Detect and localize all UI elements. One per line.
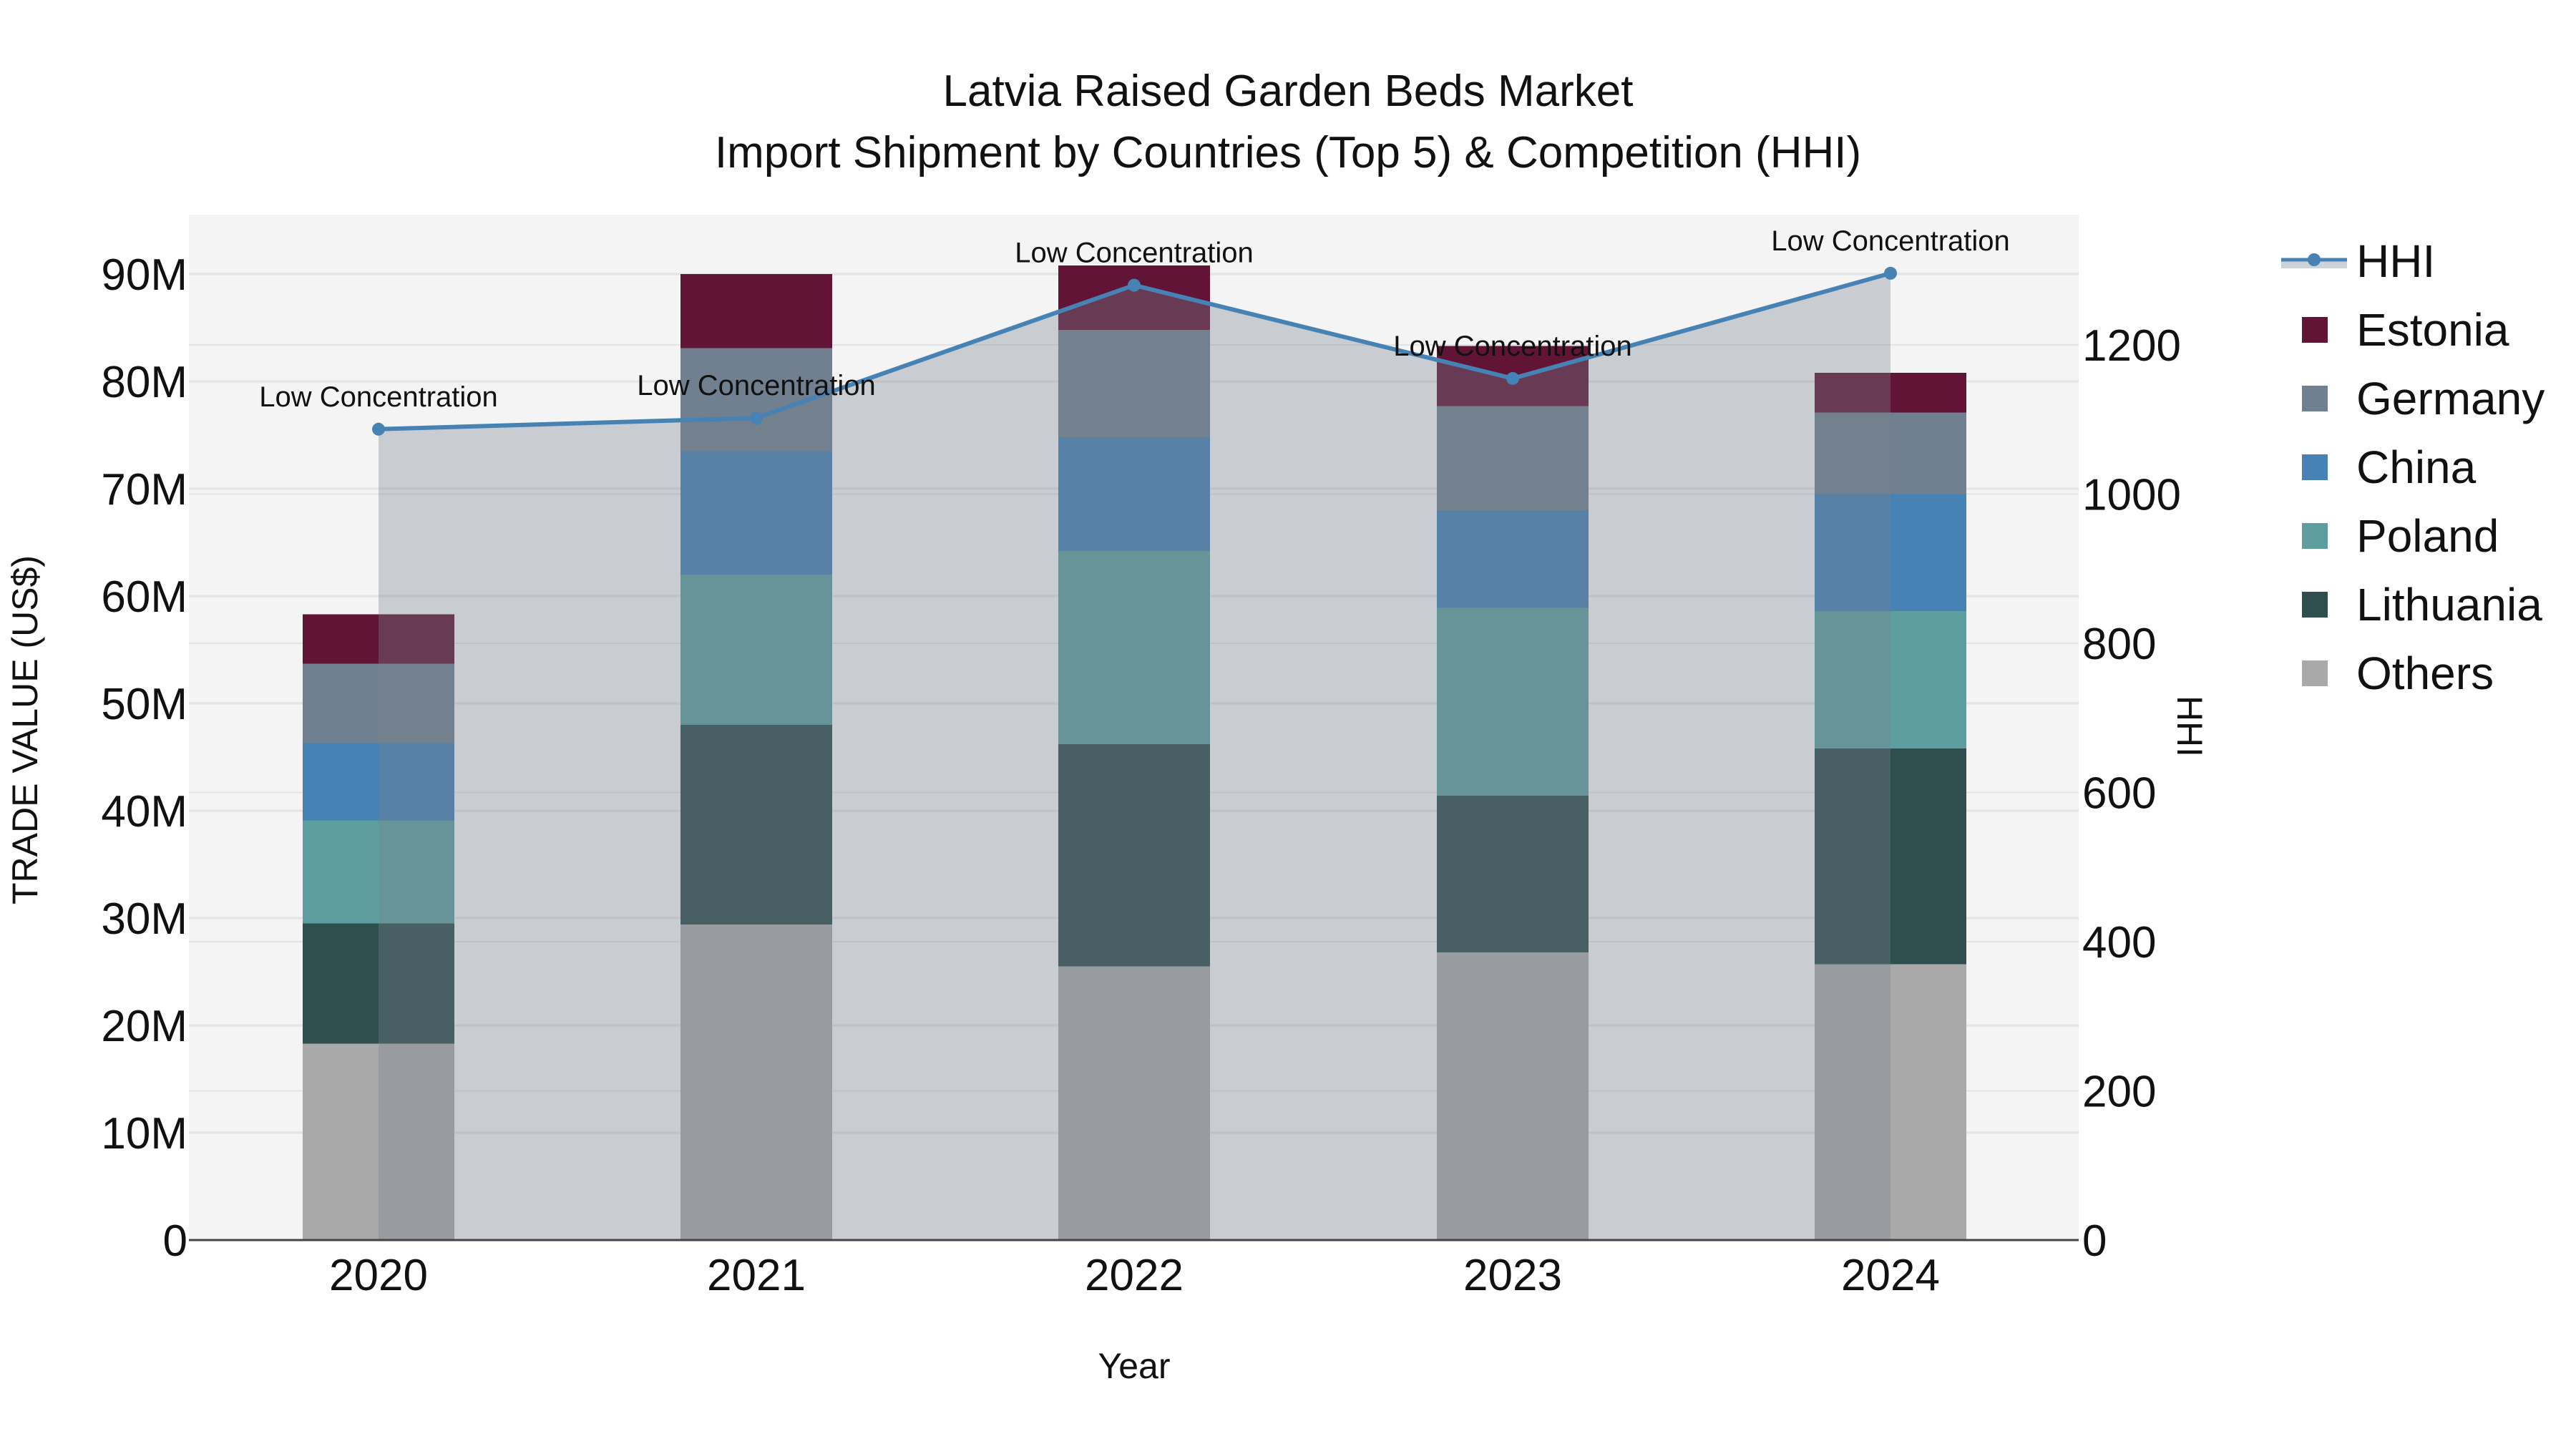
hhi-annotation: Low Concentration	[637, 370, 876, 401]
y-left-tick: 90M	[101, 250, 187, 300]
hhi-marker-2024[interactable]	[1884, 266, 1897, 280]
x-axis-title: Year	[1098, 1346, 1171, 1386]
bar-stack-2020	[303, 614, 454, 1241]
bar-segment-germany[interactable]	[1437, 406, 1589, 511]
bar-segment-china[interactable]	[1815, 494, 1966, 612]
bar-stack-2021	[680, 274, 832, 1240]
bar-segment-china[interactable]	[303, 743, 454, 821]
bar-segment-others[interactable]	[1058, 966, 1210, 1241]
bar-segment-poland[interactable]	[1815, 611, 1966, 748]
legend-swatch-icon	[2302, 660, 2328, 686]
hhi-annotation: Low Concentration	[259, 381, 498, 413]
y-right-tick: 0	[2082, 1216, 2107, 1266]
y-right-tick: 200	[2082, 1068, 2156, 1117]
bar-segment-poland[interactable]	[680, 575, 832, 725]
bar-stack-2024	[1815, 373, 1966, 1240]
x-tick-labels: 2020 2021 2022 2023 2024	[329, 1251, 1940, 1300]
bar-segment-lithuania[interactable]	[1058, 744, 1210, 967]
stacked-bars	[303, 265, 1966, 1240]
legend-label: Poland	[2356, 510, 2499, 562]
hhi-annotation: Low Concentration	[1393, 331, 1632, 362]
y-right-tick: 800	[2082, 620, 2156, 669]
x-tick-2022: 2022	[1085, 1251, 1184, 1300]
y-right-tick: 1000	[2082, 471, 2181, 520]
bar-segment-estonia[interactable]	[303, 614, 454, 664]
bar-segment-china[interactable]	[1058, 437, 1210, 551]
bar-segment-germany[interactable]	[1815, 412, 1966, 494]
y-left-tick: 0	[163, 1216, 187, 1266]
hhi-marker-2020[interactable]	[372, 422, 385, 436]
hhi-marker-2023[interactable]	[1506, 371, 1519, 385]
bar-segment-lithuania[interactable]	[303, 923, 454, 1044]
bar-segment-estonia[interactable]	[1815, 373, 1966, 413]
legend-label: Others	[2356, 648, 2494, 699]
legend-label: Lithuania	[2356, 579, 2542, 630]
y-left-tick: 60M	[101, 572, 187, 622]
y-left-tick: 20M	[101, 1002, 187, 1051]
y-right-tick-labels: 0 200 400 600 800 1000 1200	[2082, 321, 2181, 1266]
legend-label: HHI	[2356, 235, 2436, 287]
y-left-tick: 70M	[101, 465, 187, 514]
y-left-tick: 50M	[101, 680, 187, 729]
bar-segment-poland[interactable]	[1058, 551, 1210, 744]
legend-swatch-icon	[2302, 386, 2328, 411]
y-left-tick: 30M	[101, 894, 187, 944]
chart-title-line-2: Import Shipment by Countries (Top 5) & C…	[714, 128, 1862, 177]
x-tick-2023: 2023	[1463, 1251, 1562, 1300]
x-tick-2020: 2020	[329, 1251, 428, 1300]
hhi-marker-2021[interactable]	[750, 411, 763, 425]
bar-segment-china[interactable]	[680, 451, 832, 575]
legend-label: Germany	[2356, 373, 2545, 424]
bar-segment-germany[interactable]	[1058, 330, 1210, 437]
bar-segment-others[interactable]	[680, 924, 832, 1240]
bar-segment-estonia[interactable]	[680, 274, 832, 348]
bar-segment-lithuania[interactable]	[680, 725, 832, 924]
legend-swatch-icon	[2302, 592, 2328, 618]
bar-segment-others[interactable]	[1437, 952, 1589, 1240]
legend-swatch-icon	[2302, 317, 2328, 343]
y-right-axis-title: HHI	[2170, 695, 2210, 758]
hhi-marker-2022[interactable]	[1128, 278, 1141, 292]
bar-segment-lithuania[interactable]	[1815, 748, 1966, 965]
hhi-annotation: Low Concentration	[1771, 225, 2010, 257]
legend-line-icon	[2281, 253, 2347, 268]
bar-segment-poland[interactable]	[303, 820, 454, 924]
bar-segment-others[interactable]	[1815, 964, 1966, 1241]
bar-stack-2022	[1058, 265, 1210, 1240]
y-right-tick: 600	[2082, 769, 2156, 819]
y-left-tick: 40M	[101, 787, 187, 836]
legend-swatch-icon	[2302, 454, 2328, 480]
y-right-tick: 400	[2082, 918, 2156, 967]
bar-segment-poland[interactable]	[1437, 608, 1589, 796]
legend-label: China	[2356, 441, 2477, 493]
hhi-annotations: Low Concentration Low Concentration Low Co…	[259, 225, 2010, 413]
x-tick-2024: 2024	[1841, 1251, 1940, 1300]
bar-stack-2023	[1437, 346, 1589, 1240]
y-left-tick: 10M	[101, 1109, 187, 1158]
hhi-annotation: Low Concentration	[1015, 238, 1254, 269]
bar-segment-lithuania[interactable]	[1437, 796, 1589, 952]
x-tick-2021: 2021	[707, 1251, 806, 1300]
hhi-series	[372, 266, 1897, 1240]
legend-label: Estonia	[2356, 304, 2509, 356]
y-left-tick: 80M	[101, 358, 187, 407]
y-left-tick-labels: 0 10M 20M 30M 40M 50M 60M 70M 80M 90M	[101, 250, 187, 1266]
y-left-axis-title: TRADE VALUE (US$)	[5, 555, 45, 905]
bar-segment-others[interactable]	[303, 1043, 454, 1241]
bar-segment-germany[interactable]	[303, 663, 454, 743]
bar-segment-china[interactable]	[1437, 510, 1589, 608]
chart-title-line-1: Latvia Raised Garden Beds Market	[942, 67, 1634, 116]
legend-swatch-icon	[2302, 523, 2328, 549]
y-right-tick: 1200	[2082, 321, 2181, 371]
hhi-area	[379, 273, 1890, 1240]
